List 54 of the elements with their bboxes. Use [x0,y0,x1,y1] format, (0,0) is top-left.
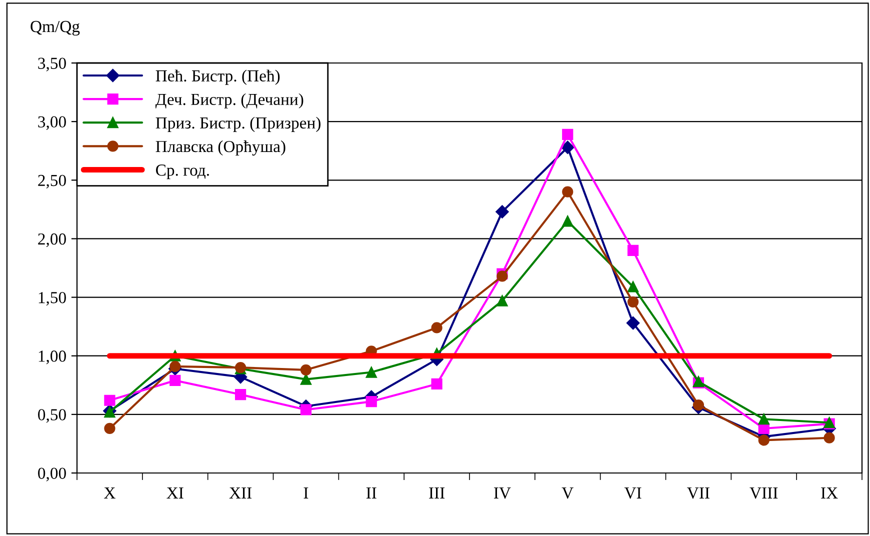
point [366,396,377,408]
point [627,296,639,308]
legend-label: Приз. Бистр. (Призрен) [156,116,320,132]
point [300,374,312,385]
y-tick-label: 0,00 [38,468,66,482]
x-tick-label: III [429,488,445,498]
point [104,406,116,418]
point [758,434,770,446]
x-tick-label: IX [821,488,838,498]
point [562,128,574,140]
y-tick-label: 3,00 [38,116,66,130]
y-tick-label: 1,50 [38,292,66,306]
point [234,388,246,400]
point [562,216,574,227]
point [561,140,574,154]
x-tick-label: IV [494,488,511,499]
point [496,205,509,218]
x-tick-label: XII [229,488,252,498]
point [300,364,312,376]
legend-label: Пећ. Бистр. (Пећ) [156,70,280,85]
y-tick-label: 1,00 [38,350,66,364]
x-tick-label: VI [624,488,642,499]
y-tick-label: 2,00 [38,233,66,248]
point [170,360,181,372]
point [431,322,442,334]
y-axis-title: Qm/Qg [30,20,80,36]
point [824,432,835,444]
x-tick-label: VII [687,488,710,499]
point [626,316,640,330]
point [366,366,377,378]
x-tick-label: V [562,488,574,499]
x-tick-label: VIII [750,488,778,499]
point [496,270,508,282]
legend-label: Плавска (Орћуша) [156,140,286,156]
y-tick-label: 2,50 [38,174,66,188]
x-tick-label: II [366,488,376,498]
point [627,244,639,256]
point [104,394,116,406]
point [758,414,770,425]
legend-label: Деч. Бистр. (Дечани) [155,93,304,108]
y-tick-label: 0,50 [38,409,66,423]
y-tick-label: 3,50 [38,58,66,72]
point [300,404,312,416]
point [562,186,574,198]
x-tick-label: XI [166,488,184,498]
x-tick-label: I [304,488,308,498]
point [496,295,508,306]
point [104,422,116,434]
point [170,374,181,386]
point [431,378,442,390]
point [692,400,704,411]
legend-label: Ср. год. [156,164,209,180]
x-tick-label: X [104,488,116,498]
point [627,281,639,292]
